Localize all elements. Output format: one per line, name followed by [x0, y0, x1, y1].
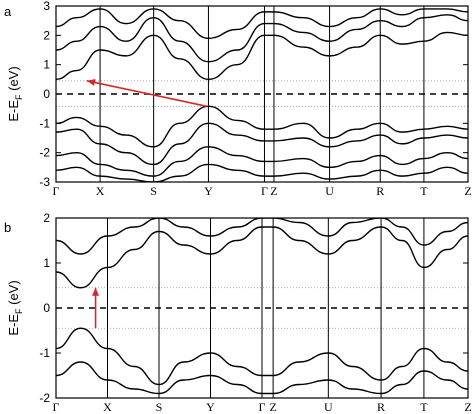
kpoint-label: X	[103, 400, 112, 414]
panel-letter-a: a	[4, 4, 12, 19]
panel-letter-b: b	[4, 220, 11, 235]
kpoint-label: Z	[269, 400, 276, 414]
kpoint-label: S	[150, 184, 157, 198]
y-axis-label: E-EF (eV)	[6, 280, 24, 335]
kpoint-label: R	[376, 184, 384, 198]
kpoint-label: Γ	[53, 184, 60, 198]
y-tick-label: 2	[43, 211, 50, 225]
kpoint-label: X	[96, 184, 105, 198]
kpoint-label: Z	[464, 400, 471, 414]
excitation-arrow-head	[86, 79, 96, 86]
y-tick-label: -2	[39, 146, 50, 160]
kpoint-label: T	[420, 400, 428, 414]
band-line	[56, 327, 468, 386]
y-tick-label: -1	[39, 346, 50, 360]
y-axis-label-unit: (eV)	[6, 280, 21, 308]
y-tick-label: 2	[43, 28, 50, 42]
y-tick-label: 3	[43, 0, 50, 13]
kpoint-label: Γ	[259, 400, 266, 414]
y-tick-label: -3	[39, 175, 50, 189]
plot-frame	[55, 5, 469, 183]
y-axis-label-sub: F	[14, 94, 24, 100]
band-line	[56, 163, 468, 182]
kpoint-label: Z	[464, 184, 471, 198]
y-axis-label-unit: (eV)	[6, 66, 21, 94]
excitation-arrow-head	[92, 287, 100, 296]
kpoint-label: Y	[204, 184, 213, 198]
y-axis-label-main: E-E	[6, 100, 21, 122]
band-line	[56, 361, 468, 395]
kpoint-label: S	[156, 400, 163, 414]
kpoint-label: Γ	[53, 400, 60, 414]
kpoint-label: T	[420, 184, 428, 198]
band-line	[56, 31, 468, 81]
kpoint-label: U	[324, 400, 333, 414]
y-axis-label-main: E-E	[6, 314, 21, 336]
y-axis-label-sub: F	[14, 308, 24, 314]
band-line	[56, 218, 468, 255]
band-line	[56, 146, 468, 177]
kpoint-label: Y	[206, 400, 215, 414]
y-tick-label: 0	[43, 87, 50, 101]
kpoint-label: U	[325, 184, 334, 198]
band-line	[56, 226, 468, 289]
y-tick-label: -1	[39, 116, 50, 130]
band-line	[56, 8, 468, 39]
kpoint-label: Γ	[261, 184, 268, 198]
y-tick-label: 1	[43, 58, 50, 72]
excitation-arrow	[86, 80, 207, 108]
band-line	[56, 122, 468, 166]
y-tick-label: 0	[43, 301, 50, 315]
y-tick-label: -2	[39, 391, 50, 405]
y-axis-label: E-EF (eV)	[6, 66, 24, 121]
band-line	[56, 105, 468, 148]
y-tick-label: 1	[43, 256, 50, 270]
band-line	[56, 14, 468, 63]
kpoint-label: Z	[270, 184, 277, 198]
kpoint-label: R	[377, 400, 385, 414]
